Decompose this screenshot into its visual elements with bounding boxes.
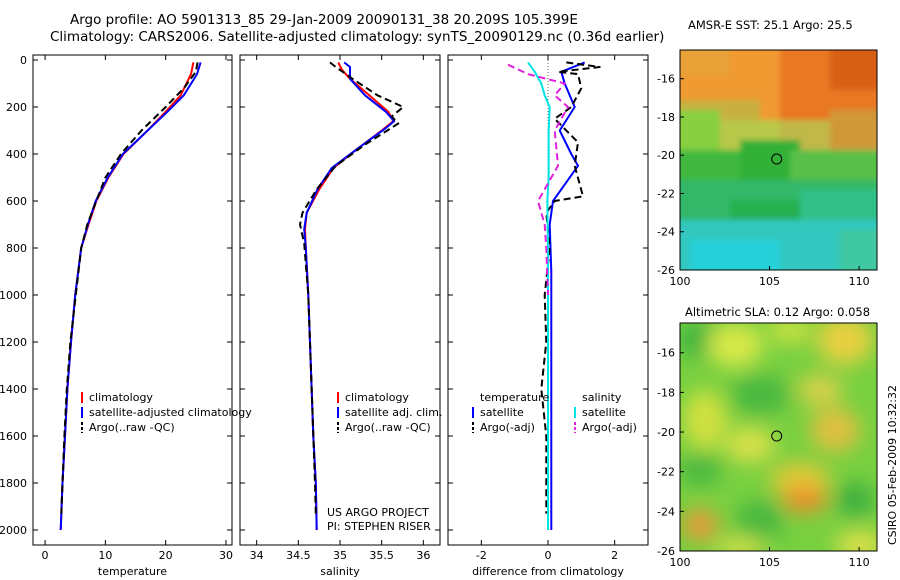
x-tick-label: 10 <box>98 549 112 562</box>
sla-map-field <box>680 323 877 551</box>
x-tick-label: 30 <box>219 549 233 562</box>
credit-stamp: CSIRO 05-Feb-2009 10:32:32 <box>886 384 899 545</box>
y-tick-label: 200 <box>6 101 27 114</box>
difference-profile-panel: -2 0 2 difference from climatology <box>447 54 649 578</box>
sst-map-axes: 100 105 110 -16 -18 -20 -22 -24 -26 <box>657 49 878 288</box>
y-tick-label: -24 <box>657 226 675 239</box>
sla-map-title: Altimetric SLA: 0.12 Argo: 0.058 <box>685 305 871 319</box>
y-tick-label: -26 <box>657 545 675 558</box>
x-tick-label: 35.5 <box>369 549 394 562</box>
sla-map-axes: 100 105 110 -16 -18 -20 -22 -24 -26 <box>657 322 878 569</box>
sla-map-frame <box>679 322 878 552</box>
legend-label: satellite adj. clim. <box>345 406 442 419</box>
y-tick-label: -22 <box>657 187 675 200</box>
pi-label: PI: STEPHEN RISER <box>327 520 431 533</box>
y-tick-label: 0 <box>20 54 27 67</box>
y-tick-label: 600 <box>6 195 27 208</box>
salinity-profile-frame <box>239 54 441 546</box>
diff-legend-temperature: satellite Argo(-adj) <box>472 406 535 434</box>
difference-profile-series-salinity-satellite <box>527 61 551 530</box>
sst-map-field <box>680 50 877 270</box>
legend-label: Argo(-adj) <box>582 421 637 434</box>
y-tick-label: 1000 <box>0 289 27 302</box>
legend-label: satellite <box>480 406 524 419</box>
sla-map-float-marker <box>771 430 783 442</box>
y-tick-label: -16 <box>657 73 675 86</box>
y-tick-label: -20 <box>657 426 675 439</box>
y-tick-label: -26 <box>657 264 675 277</box>
x-tick-label: 0 <box>545 549 552 562</box>
x-tick-label: 110 <box>849 275 870 288</box>
x-tick-label: 20 <box>159 549 173 562</box>
legend-label: Argo(-adj) <box>480 421 535 434</box>
sst-map-title: AMSR-E SST: 25.1 Argo: 25.5 <box>688 18 853 32</box>
figure-title-line2: Climatology: CARS2006. Satellite-adjuste… <box>50 29 665 45</box>
project-label: US ARGO PROJECT <box>327 506 429 519</box>
diff-legend-sal-heading: salinity <box>582 391 622 404</box>
salinity-profile-series-argo <box>299 61 405 514</box>
y-tick-label: -18 <box>657 386 675 399</box>
difference-profile-series-salinity-argo <box>507 63 569 296</box>
x-tick-label: 36 <box>416 549 430 562</box>
y-tick-label: 800 <box>6 242 27 255</box>
diff-legend-salinity: satellite Argo(-adj) <box>574 406 637 434</box>
y-tick-label: -20 <box>657 149 675 162</box>
temperature-profile-series-argo <box>60 62 199 514</box>
x-tick-label: -2 <box>476 549 487 562</box>
figure-title-line1: Argo profile: AO 5901313_85 29-Jan-2009 … <box>70 12 578 28</box>
temperature-legend: climatology satellite-adjusted climatolog… <box>81 391 252 434</box>
legend-label: Argo(..raw -QC) <box>89 421 175 434</box>
salinity-profile-panel: 34 34.5 35 35.5 36 salinity <box>239 54 441 578</box>
difference-profile-xlabel: difference from climatology <box>472 565 624 578</box>
y-tick-label: 2000 <box>0 524 27 537</box>
x-tick-label: 35 <box>333 549 347 562</box>
x-tick-label: 2 <box>611 549 618 562</box>
y-tick-label: -18 <box>657 111 675 124</box>
y-tick-label: -16 <box>657 347 675 360</box>
salinity-legend: climatology satellite adj. clim. Argo(..ra… <box>337 391 442 434</box>
x-tick-label: 34.5 <box>286 549 311 562</box>
y-tick-label: 400 <box>6 148 27 161</box>
difference-profile-series-temperature-satellite <box>548 61 586 530</box>
temperature-profile-frame <box>32 54 233 546</box>
salinity-profile-xlabel: salinity <box>320 565 360 578</box>
x-tick-label: 34 <box>250 549 264 562</box>
legend-label: satellite <box>582 406 626 419</box>
legend-label: climatology <box>89 391 153 404</box>
x-tick-label: 105 <box>759 275 780 288</box>
sst-map-frame <box>679 49 878 271</box>
temperature-profile-xlabel: temperature <box>98 565 167 578</box>
diff-legend-temp-heading: temperature <box>480 391 549 404</box>
y-tick-label: 1400 <box>0 383 27 396</box>
y-tick-label: 1200 <box>0 336 27 349</box>
x-tick-label: 0 <box>42 549 49 562</box>
y-tick-label: 1600 <box>0 430 27 443</box>
x-tick-label: 100 <box>670 275 691 288</box>
y-tick-label: -24 <box>657 505 675 518</box>
legend-label: Argo(..raw -QC) <box>345 421 431 434</box>
x-tick-label: 105 <box>759 556 780 569</box>
x-tick-label: 100 <box>670 556 691 569</box>
x-tick-label: 110 <box>849 556 870 569</box>
legend-label: climatology <box>345 391 409 404</box>
y-tick-label: 1800 <box>0 477 27 490</box>
temperature-profile-panel: 0 10 20 30 0 200 400 600 800 1000 1200 1400 1600 1800… <box>0 54 233 578</box>
legend-label: satellite-adjusted climatology <box>89 406 252 419</box>
y-tick-label: -22 <box>657 466 675 479</box>
sst-map-float-marker <box>771 153 783 165</box>
